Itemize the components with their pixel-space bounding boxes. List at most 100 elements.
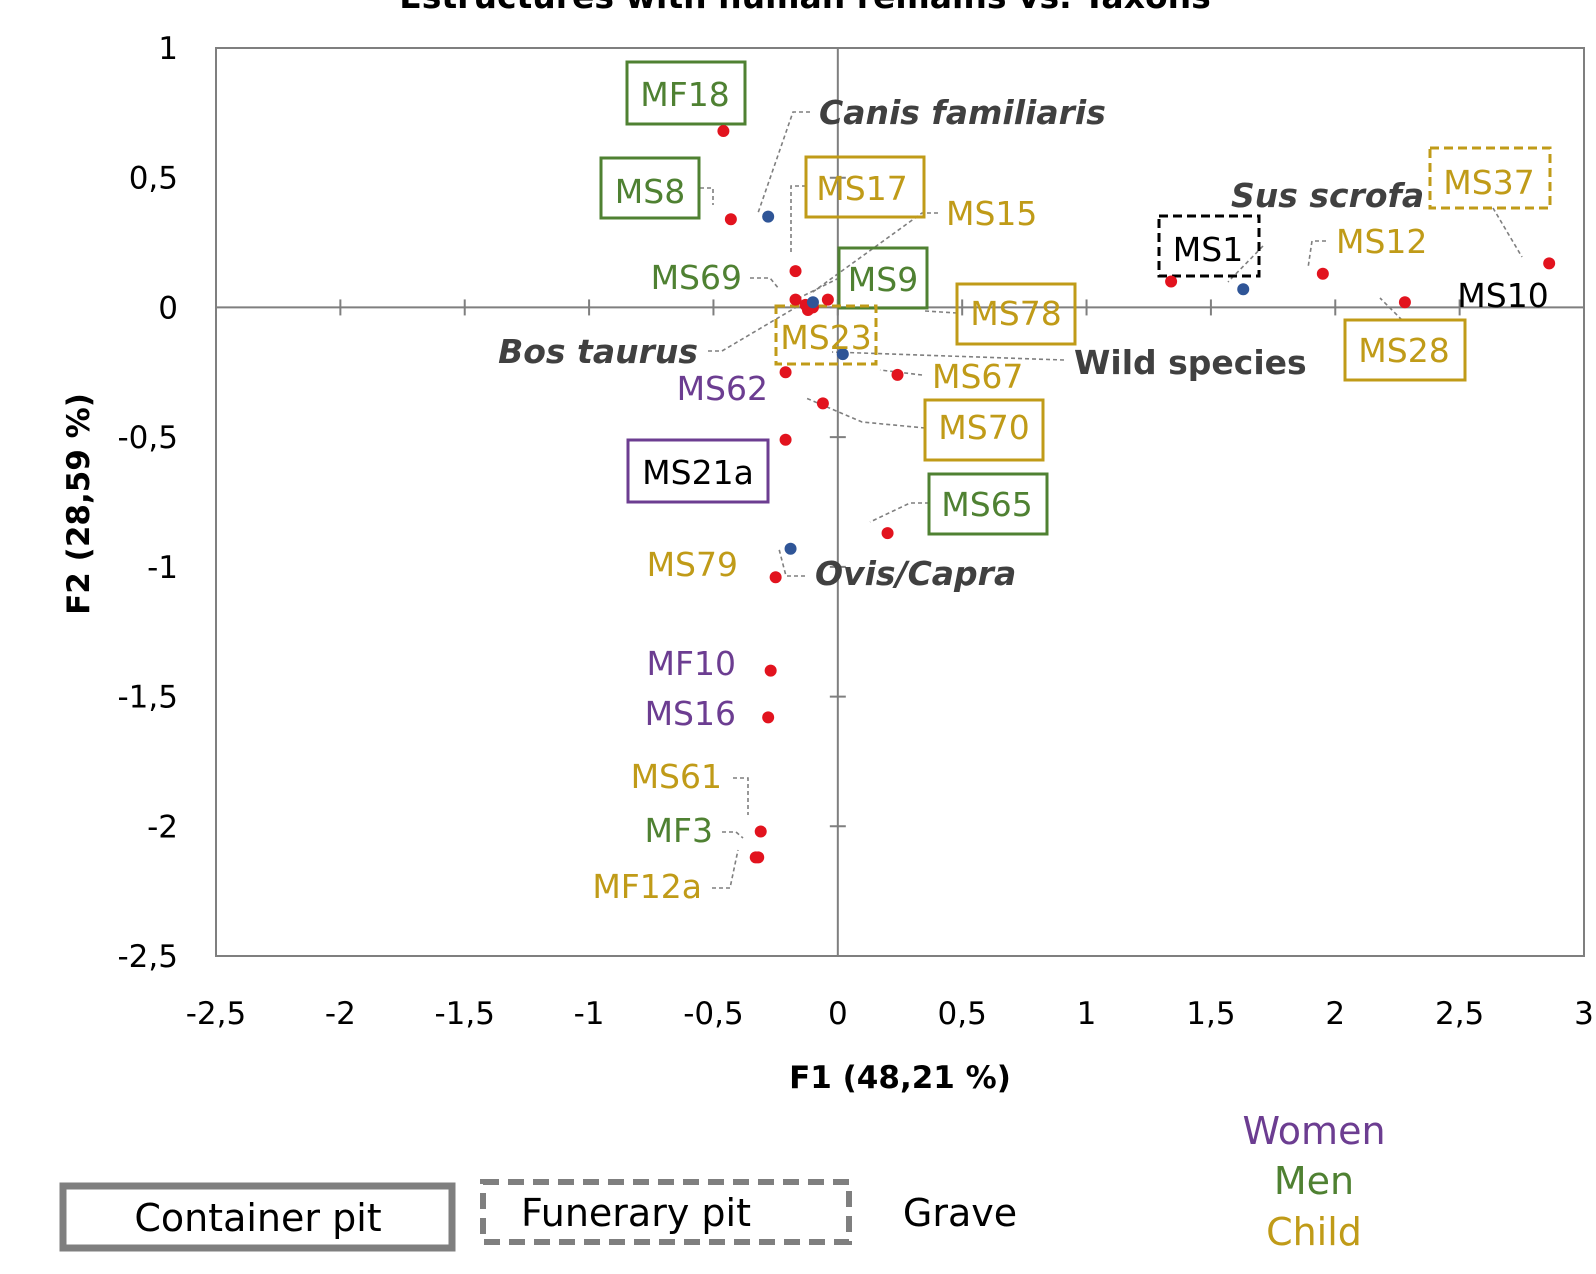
leader-ms15: [809, 212, 938, 295]
taxon-label-bos-taurus: Bos taurus: [498, 332, 698, 371]
label-boxes: [599, 60, 1552, 536]
box-ms1: [1157, 214, 1261, 278]
legend-funerary-pit: Funerary pit: [521, 1191, 751, 1235]
leader-ms17: [790, 185, 806, 255]
leader-bos-taurus: [708, 301, 806, 352]
label-ms62: MS62: [677, 369, 768, 408]
box-ms9: [837, 246, 929, 310]
label-ms15: MS15: [946, 194, 1037, 233]
x-tick-label: -2: [325, 996, 356, 1032]
x-tick-label: 1: [1077, 996, 1097, 1032]
leader-ms8: [700, 187, 714, 205]
box-ms70: [923, 398, 1045, 462]
label-ms65: MS65: [941, 485, 1032, 524]
y-tick-label: 0: [158, 290, 178, 326]
point-ms65: [881, 527, 894, 540]
point-ms21a: [779, 433, 792, 446]
label-ms78: MS78: [970, 294, 1061, 333]
point-ms79: [769, 571, 782, 584]
x-tick-label: 3: [1574, 996, 1594, 1032]
legend-grave: Grave: [903, 1191, 1017, 1235]
legend-container-pit-box: [59, 1182, 456, 1252]
point-mf12a: [749, 851, 762, 864]
taxon-label-ovis-capra: Ovis/Capra: [815, 554, 1016, 593]
legend: Container pit Funerary pit Grave Women M…: [59, 1109, 1386, 1254]
x-tick-label: -1: [574, 996, 605, 1032]
leader-lines: [700, 111, 1523, 889]
label-ms69: MS69: [651, 258, 742, 297]
point-labels: MF18 MS8 MS17 MS15 MS69 MS9 MS78 MS23 MS67 MS62 MS…: [498, 75, 1549, 906]
legend-men: Men: [1274, 1159, 1354, 1203]
label-ms17: MS17: [816, 169, 907, 208]
leader-ms37: [1492, 207, 1523, 258]
label-ms10: MS10: [1457, 276, 1548, 315]
box-ms28: [1343, 318, 1467, 382]
x-tick-label: 0: [828, 996, 848, 1032]
point-ms28: [1398, 296, 1411, 309]
x-tick-label: 2,5: [1435, 996, 1484, 1032]
label-mf12a: MF12a: [592, 867, 702, 906]
data-points: [717, 125, 1556, 864]
x-axis-title: F1 (48,21 %): [789, 1060, 1011, 1096]
leader-wild-species: [831, 351, 1065, 361]
point-ms1: [1165, 275, 1178, 288]
label-mf18: MF18: [640, 75, 729, 114]
point-mf10: [764, 664, 777, 677]
label-mf10: MF10: [647, 644, 736, 683]
point-ms61: [754, 825, 767, 838]
label-ms8: MS8: [615, 172, 685, 211]
leader-ms65: [869, 502, 929, 523]
leader-ms78: [924, 310, 958, 314]
y-tick-label: -1: [147, 550, 178, 586]
leader-ms70: [805, 397, 926, 429]
label-ms28: MS28: [1358, 331, 1449, 370]
legend-container-pit: Container pit: [134, 1196, 381, 1240]
y-tick-label: -0,5: [118, 420, 179, 456]
box-ms37: [1428, 146, 1552, 210]
chart-title: Estructures with human remains vs. Taxon…: [399, 0, 1211, 16]
leader-mf3: [722, 831, 744, 839]
legend-child: Child: [1266, 1210, 1362, 1254]
leader-ms61: [733, 777, 749, 815]
y-tick-label: -2: [147, 809, 178, 845]
x-tick-label: -2,5: [186, 996, 247, 1032]
taxon-label-canis-familiaris: Canis familiaris: [819, 93, 1106, 132]
y-axis-title: F2 (28,59 %): [61, 393, 97, 615]
taxon-point-canis-familiaris: [762, 210, 775, 223]
label-ms16: MS16: [645, 694, 736, 733]
point-mf18: [717, 125, 730, 138]
box-ms17: [804, 155, 926, 219]
taxon-point-wild-species: [836, 348, 849, 361]
point-ms17: [789, 265, 802, 278]
label-mf3: MF3: [645, 811, 713, 850]
label-ms37: MS37: [1443, 163, 1534, 202]
leader-ovis-capra: [778, 548, 805, 577]
label-ms21a: MS21a: [642, 453, 754, 492]
y-tick-label: -1,5: [118, 680, 179, 716]
plot-frame: [215, 47, 1585, 957]
label-ms12: MS12: [1336, 222, 1427, 261]
taxon-point-ovis-capra: [784, 542, 797, 555]
taxon-point-sus-scrofa: [1237, 283, 1250, 296]
leader-ms69: [750, 277, 780, 290]
label-ms9: MS9: [848, 260, 918, 299]
box-ms78: [955, 282, 1077, 346]
label-ms70: MS70: [938, 408, 1029, 447]
point-ms8: [724, 213, 737, 226]
y-tick-label: 1: [158, 31, 178, 67]
x-tick-label: 1,5: [1186, 996, 1235, 1032]
point-ms69: [789, 293, 802, 306]
label-ms67: MS67: [932, 357, 1023, 396]
x-tick-label: -0,5: [683, 996, 744, 1032]
box-ms65: [927, 472, 1049, 536]
y-tick-label: 0,5: [129, 161, 178, 197]
label-ms79: MS79: [647, 545, 738, 584]
x-tick-label: 0,5: [938, 996, 987, 1032]
x-tick-label: -1,5: [434, 996, 495, 1032]
box-ms23: [774, 304, 878, 366]
leader-canis-familiaris: [757, 111, 810, 214]
leader-ms28: [1379, 297, 1403, 321]
legend-funerary-pit-box: [480, 1179, 852, 1245]
point-ms67: [891, 368, 904, 381]
